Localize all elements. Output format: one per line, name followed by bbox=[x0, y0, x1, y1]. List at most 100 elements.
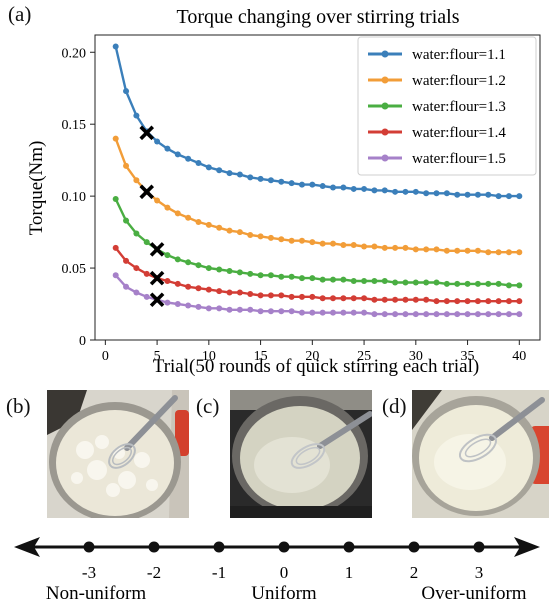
legend-swatch-dot bbox=[381, 154, 389, 162]
data-point bbox=[381, 244, 388, 251]
legend-entry: water:flour=1.1 bbox=[412, 47, 506, 63]
torque-chart: Torque changing over stirring trials 0 5 1… bbox=[26, 6, 541, 377]
data-point bbox=[423, 190, 430, 197]
data-point bbox=[226, 170, 233, 177]
plot-frame bbox=[94, 34, 541, 341]
panel-a-label: (a) bbox=[8, 2, 32, 26]
data-point bbox=[298, 237, 305, 244]
data-point bbox=[205, 265, 212, 272]
data-point bbox=[443, 190, 450, 197]
data-point bbox=[195, 262, 202, 269]
data-point bbox=[298, 275, 305, 282]
cross-marker bbox=[149, 292, 165, 307]
scale-tick-label: 3 bbox=[475, 563, 484, 582]
data-point bbox=[154, 197, 161, 204]
data-point bbox=[216, 167, 223, 174]
data-point bbox=[123, 257, 130, 264]
data-point bbox=[112, 43, 119, 50]
data-point bbox=[257, 292, 264, 299]
data-point bbox=[123, 217, 130, 224]
data-point bbox=[185, 302, 192, 309]
data-point bbox=[454, 191, 461, 198]
data-point bbox=[485, 298, 492, 305]
series-line-2 bbox=[114, 138, 520, 254]
data-point bbox=[454, 298, 461, 305]
data-point bbox=[516, 311, 523, 318]
data-point bbox=[443, 298, 450, 305]
data-point bbox=[112, 272, 119, 279]
data-point bbox=[174, 151, 181, 158]
x-tick-label: 25 bbox=[357, 349, 371, 364]
data-point bbox=[164, 299, 171, 306]
data-point bbox=[350, 278, 357, 285]
data-point bbox=[423, 246, 430, 253]
data-point bbox=[309, 275, 316, 282]
legend-entry: water:flour=1.5 bbox=[412, 151, 506, 167]
data-point bbox=[123, 283, 130, 290]
data-point bbox=[257, 175, 264, 182]
data-point bbox=[516, 282, 523, 289]
legend-swatch-dot bbox=[381, 128, 389, 136]
data-point bbox=[433, 279, 440, 286]
data-point bbox=[505, 298, 512, 305]
data-point bbox=[474, 191, 481, 198]
data-point bbox=[278, 178, 285, 185]
x-tick-label: 40 bbox=[512, 349, 526, 364]
data-point bbox=[309, 309, 316, 316]
panel-d-label: (d) bbox=[382, 394, 407, 418]
data-point bbox=[402, 311, 409, 318]
data-point bbox=[330, 309, 337, 316]
data-point bbox=[505, 311, 512, 318]
data-point bbox=[361, 278, 368, 285]
data-point bbox=[412, 296, 419, 303]
data-point bbox=[133, 177, 140, 184]
scale-label-non-uniform: Non-uniform bbox=[46, 583, 146, 604]
panel-c-label: (c) bbox=[196, 394, 220, 418]
x-tick-label: 30 bbox=[409, 349, 423, 364]
data-point bbox=[185, 259, 192, 266]
data-point bbox=[340, 309, 347, 316]
data-point bbox=[361, 309, 368, 316]
series-line-4 bbox=[114, 247, 520, 303]
data-point bbox=[216, 305, 223, 312]
data-point bbox=[278, 292, 285, 299]
data-point bbox=[174, 210, 181, 217]
data-point bbox=[278, 308, 285, 315]
panel-b-label: (b) bbox=[6, 394, 31, 418]
data-point bbox=[123, 162, 130, 169]
data-point bbox=[505, 282, 512, 289]
data-point bbox=[143, 239, 150, 246]
data-point bbox=[485, 280, 492, 287]
data-point bbox=[464, 247, 471, 254]
data-point bbox=[288, 180, 295, 187]
data-point bbox=[371, 187, 378, 194]
data-point bbox=[174, 280, 181, 287]
data-point bbox=[474, 247, 481, 254]
data-point bbox=[133, 289, 140, 296]
data-point bbox=[381, 296, 388, 303]
data-point bbox=[340, 276, 347, 283]
data-point bbox=[298, 293, 305, 300]
legend: water:flour=1.1 water:flour=1.2 water:flou… bbox=[357, 36, 537, 176]
data-point bbox=[226, 227, 233, 234]
data-point bbox=[226, 267, 233, 274]
data-point bbox=[164, 145, 171, 152]
data-point bbox=[154, 138, 161, 145]
series-line-3 bbox=[114, 198, 520, 287]
data-point bbox=[319, 295, 326, 302]
data-point bbox=[247, 270, 254, 277]
data-point bbox=[361, 295, 368, 302]
scale-point bbox=[408, 541, 420, 553]
data-point bbox=[185, 214, 192, 221]
data-point bbox=[350, 242, 357, 249]
data-point bbox=[205, 305, 212, 312]
data-point bbox=[402, 188, 409, 195]
data-point bbox=[495, 311, 502, 318]
data-point bbox=[247, 290, 254, 297]
data-point bbox=[392, 279, 399, 286]
data-point bbox=[236, 306, 243, 313]
data-point bbox=[474, 298, 481, 305]
data-point bbox=[164, 252, 171, 259]
y-tick-label: 0.10 bbox=[62, 190, 87, 205]
y-tick-label: 0.20 bbox=[62, 46, 87, 61]
